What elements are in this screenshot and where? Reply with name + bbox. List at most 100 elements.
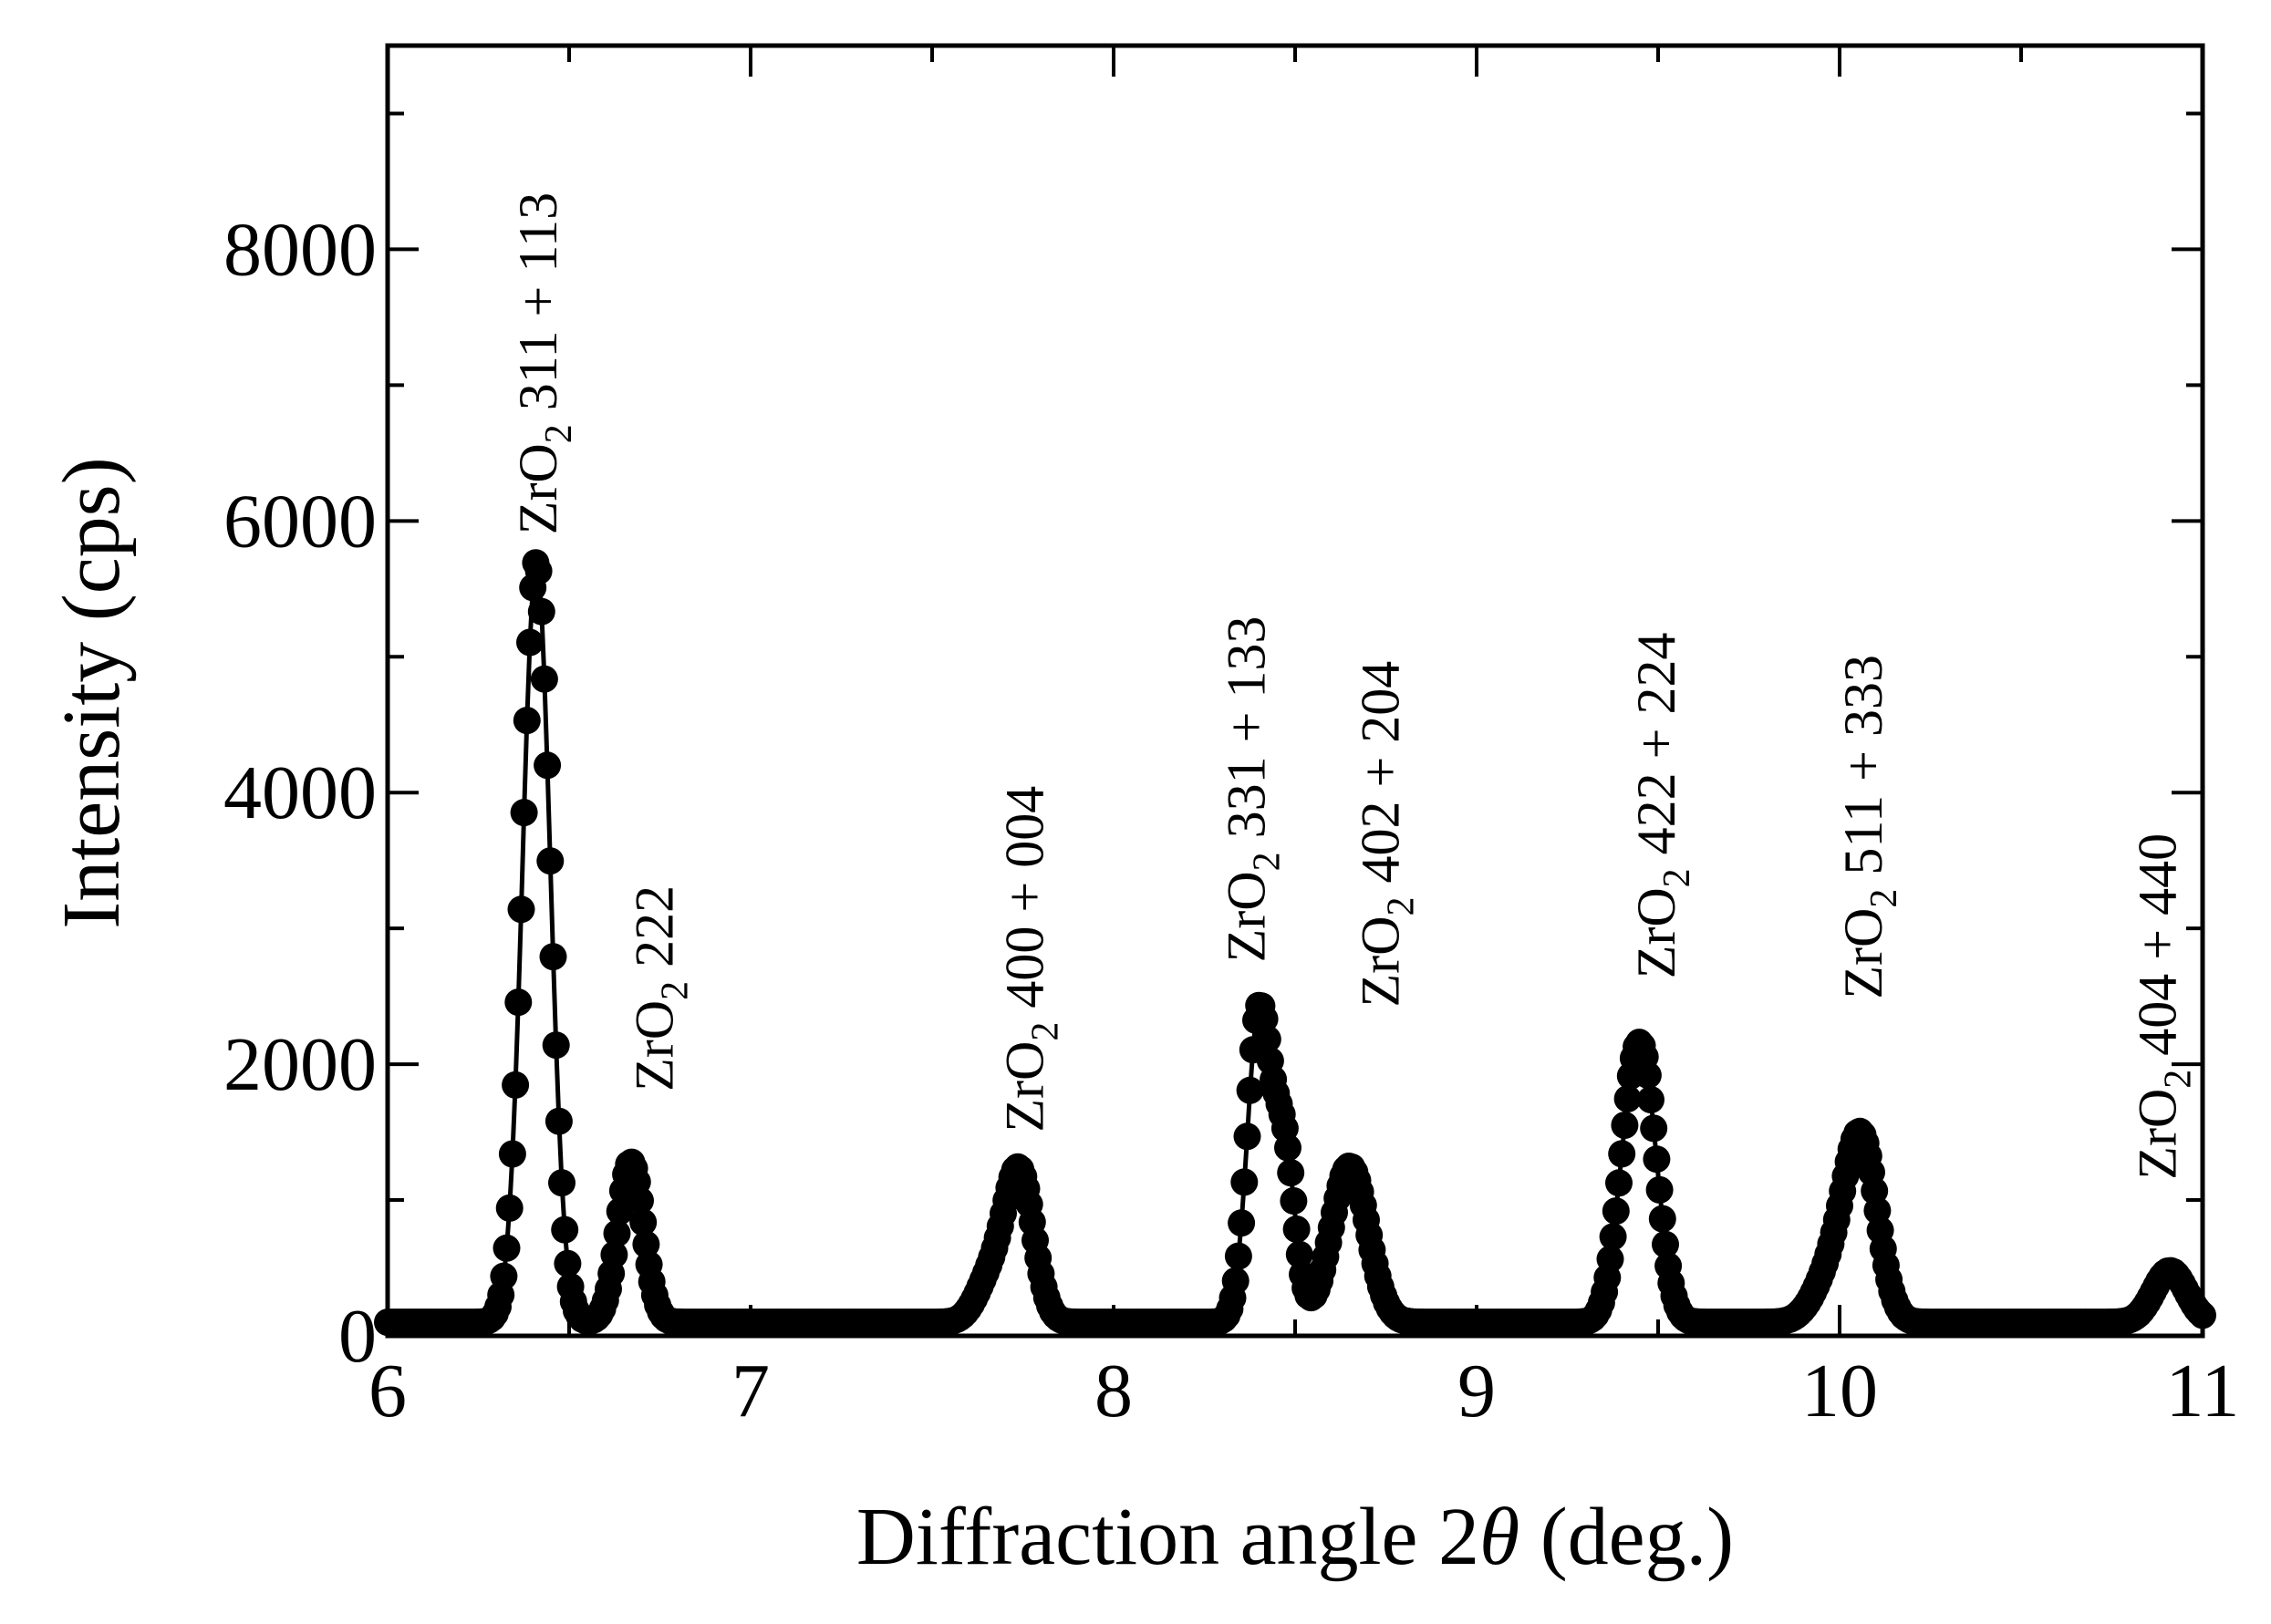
data-point xyxy=(1611,1112,1639,1139)
data-point xyxy=(542,1031,570,1060)
data-point xyxy=(606,1197,634,1226)
data-point xyxy=(495,1194,524,1222)
data-point xyxy=(1282,1215,1311,1243)
data-point xyxy=(504,988,533,1017)
data-point xyxy=(544,1107,573,1135)
data-point xyxy=(527,597,555,626)
peak-label-hkl: 311 + 113 xyxy=(508,192,568,424)
data-point xyxy=(1285,1240,1313,1268)
data-point xyxy=(1274,1133,1301,1162)
x-tick-label: 9 xyxy=(1457,1349,1496,1433)
peak-label: ZrO2 400 + 004 xyxy=(995,786,1067,1133)
peak-label: ZrO2 222 xyxy=(625,885,697,1091)
data-point xyxy=(513,707,541,735)
peak-label-subscript: 2 xyxy=(1381,897,1423,916)
tick-labels: 6 7 8 9 10 11 0 2000 4000 6000 8000 xyxy=(223,207,2239,1433)
peak-label-compound: ZrO xyxy=(508,443,568,534)
peak-label: ZrO2 511 + 333 xyxy=(1833,655,1905,999)
data-point xyxy=(1224,1242,1252,1270)
peak-label-hkl: 222 xyxy=(625,885,685,981)
peak-label-subscript: 2 xyxy=(1863,889,1905,908)
data-point xyxy=(1613,1085,1642,1112)
data-point xyxy=(1640,1114,1668,1143)
peak-label: ZrO2 311 + 113 xyxy=(508,192,580,534)
data-point xyxy=(1250,1005,1279,1033)
data-point xyxy=(1233,1122,1261,1151)
axis-ticks xyxy=(386,46,2204,1338)
data-point xyxy=(530,665,558,693)
peak-label-hkl: 402 + 204 xyxy=(1351,661,1411,897)
data-point xyxy=(1277,1159,1305,1187)
peak-label-subscript: 2 xyxy=(2157,1070,2199,1089)
data-point xyxy=(548,1169,576,1197)
peak-label-compound: ZrO xyxy=(1833,908,1893,999)
peak-label-hkl: 331 + 133 xyxy=(1216,616,1276,853)
data-point xyxy=(502,1071,530,1099)
y-tick-label: 4000 xyxy=(223,750,377,835)
x-axis-title-main: Diffraction angle 2 xyxy=(856,1492,1479,1582)
data-point xyxy=(1228,1209,1256,1237)
peak-label-subscript: 2 xyxy=(1246,852,1288,871)
data-point xyxy=(1230,1168,1259,1196)
y-tick-label: 2000 xyxy=(223,1022,377,1107)
peak-label-compound: ZrO xyxy=(625,1000,685,1091)
data-point xyxy=(516,628,544,657)
data-point xyxy=(1221,1267,1250,1295)
x-axis-title-theta: θ xyxy=(1479,1492,1519,1582)
data-point xyxy=(534,751,562,780)
data-point xyxy=(1602,1197,1630,1226)
peak-label: ZrO2 331 + 133 xyxy=(1216,616,1288,963)
x-tick-label: 6 xyxy=(368,1349,407,1433)
data-point xyxy=(1648,1205,1676,1233)
peak-label-compound: ZrO xyxy=(2127,1089,2187,1180)
peak-label-subscript: 2 xyxy=(1656,868,1698,887)
peak-label-hkl: 422 + 224 xyxy=(1626,632,1686,868)
x-tick-label: 8 xyxy=(1094,1349,1133,1433)
peak-label-subscript: 2 xyxy=(655,981,697,1000)
peak-label-compound: ZrO xyxy=(1351,916,1411,1008)
data-point xyxy=(507,895,535,924)
peak-label-compound: ZrO xyxy=(995,1041,1055,1133)
data-point xyxy=(510,799,538,827)
data-point xyxy=(1596,1245,1624,1273)
data-point xyxy=(1236,1076,1264,1104)
peak-label-subscript: 2 xyxy=(1025,1022,1067,1041)
data-point xyxy=(554,1249,582,1277)
y-tick-label: 8000 xyxy=(223,207,377,292)
peak-label: ZrO2 402 + 204 xyxy=(1351,661,1423,1008)
data-point xyxy=(1280,1187,1308,1215)
peak-label-hkl: 511 + 333 xyxy=(1833,655,1893,889)
x-tick-label: 11 xyxy=(2166,1349,2240,1433)
data-point xyxy=(632,1230,660,1258)
data-point xyxy=(1637,1086,1664,1113)
x-tick-label: 7 xyxy=(731,1349,770,1433)
data-point xyxy=(627,1186,654,1215)
data-point xyxy=(1652,1230,1679,1258)
peak-label-hkl: 400 + 004 xyxy=(995,786,1055,1022)
data-point xyxy=(1608,1140,1636,1168)
data-point xyxy=(524,557,553,585)
data-point xyxy=(1633,1061,1662,1090)
series-layer xyxy=(374,549,2216,1337)
peak-label: ZrO2 422 + 224 xyxy=(1626,632,1698,978)
data-point xyxy=(1645,1175,1674,1204)
peak-label-compound: ZrO xyxy=(1216,871,1276,962)
data-point xyxy=(629,1208,658,1236)
x-axis-title-unit: (deg.) xyxy=(1519,1492,1734,1582)
data-point xyxy=(493,1234,521,1262)
data-point xyxy=(536,847,565,875)
peak-label-subscript: 2 xyxy=(538,424,580,443)
data-point xyxy=(603,1219,631,1247)
data-point xyxy=(600,1241,628,1268)
data-point xyxy=(490,1262,518,1290)
x-axis-title: Diffraction angle 2θ (deg.) xyxy=(856,1492,1734,1582)
y-axis-title: Intensity (cps) xyxy=(47,457,137,928)
peak-label-compound: ZrO xyxy=(1626,887,1686,978)
peak-label-hkl: 404 + 440 xyxy=(2127,833,2187,1070)
data-point xyxy=(1253,1025,1281,1053)
data-point xyxy=(1599,1223,1627,1251)
data-point xyxy=(539,943,567,971)
peak-label: ZrO2 404 + 440 xyxy=(2127,833,2199,1180)
